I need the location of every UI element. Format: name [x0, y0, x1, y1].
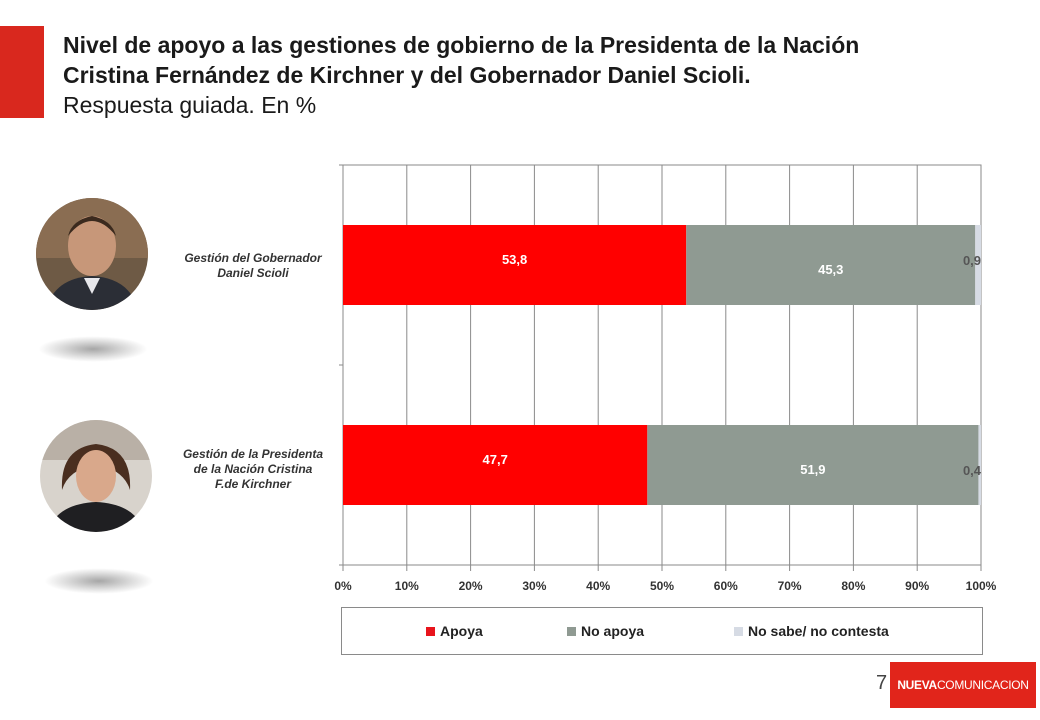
x-tick-label: 90% [905, 579, 929, 593]
title-line-2: Cristina Fernández de Kirchner y del Gob… [63, 62, 751, 88]
row-label-line: Daniel Scioli [217, 266, 289, 280]
data-label: 53,8 [502, 252, 527, 267]
logo-text: COMUNICACION [936, 678, 1029, 692]
x-tick-label: 40% [586, 579, 610, 593]
page-title: Nivel de apoyo a las gestiones de gobier… [63, 30, 1023, 120]
legend-swatch [567, 626, 576, 636]
title-line-1: Nivel de apoyo a las gestiones de gobier… [63, 32, 860, 58]
x-tick-label: 80% [841, 579, 865, 593]
x-tick-label: 30% [522, 579, 546, 593]
president-photo [40, 420, 152, 532]
legend-label: No sabe/ no contesta [748, 623, 889, 639]
row-label-line: Gestión de la Presidenta [182, 447, 324, 461]
title-accent-bar [0, 26, 44, 118]
page-number: 7 [876, 672, 888, 694]
x-tick-label: 10% [395, 579, 419, 593]
bar-segment [686, 225, 976, 305]
bar-segment [343, 425, 648, 505]
data-label: 45,3 [818, 262, 843, 277]
x-tick-label: 60% [714, 579, 738, 593]
legend-item-no-apoya: No apoya [567, 623, 644, 639]
x-tick-label: 100% [966, 579, 997, 593]
page-subtitle: Respuesta guiada. En % [63, 92, 317, 118]
row-label-line: F.de Kirchner [214, 477, 292, 491]
row-label-governor: Gestión del Gobernador Daniel Scioli [158, 251, 348, 281]
bar-segment [978, 425, 981, 505]
row-label-line: Gestión del Gobernador [184, 251, 322, 265]
legend-item-no-sabe: No sabe/ no contesta [734, 623, 889, 639]
legend-item-apoya: Apoya [426, 623, 483, 639]
x-tick-label: 20% [459, 579, 483, 593]
row-label-line: de la Nación Cristina [193, 462, 313, 476]
legend-swatch [426, 626, 435, 636]
data-label: 47,7 [483, 452, 508, 467]
legend-swatch [734, 626, 743, 636]
data-label: 0,4 [963, 463, 982, 478]
logo-text-bold: NUEVA [897, 678, 937, 692]
president-photo-shadow [44, 568, 154, 594]
data-label: 51,9 [800, 462, 825, 477]
legend-label: Apoya [440, 623, 483, 639]
company-logo: NUEVA COMUNICACION [890, 662, 1036, 708]
data-label: 0,9 [963, 253, 981, 268]
row-label-president: Gestión de la Presidenta de la Nación Cr… [158, 447, 348, 492]
governor-photo [36, 198, 148, 310]
bar-segment [343, 225, 687, 305]
legend-label: No apoya [581, 623, 645, 639]
x-tick-label: 50% [650, 579, 674, 593]
x-tick-label: 70% [778, 579, 802, 593]
chart-legend: Apoya No apoya No sabe/ no contesta [341, 607, 983, 655]
bar-segment [647, 425, 979, 505]
bar-segment [975, 225, 981, 305]
stacked-bar-chart: 0% 10% 20% 30% 40% 50% 60% 70% 80% 90% 100% 53,8 45,… [334, 164, 997, 593]
governor-photo-shadow [38, 336, 148, 362]
x-tick-label: 0% [334, 579, 352, 593]
